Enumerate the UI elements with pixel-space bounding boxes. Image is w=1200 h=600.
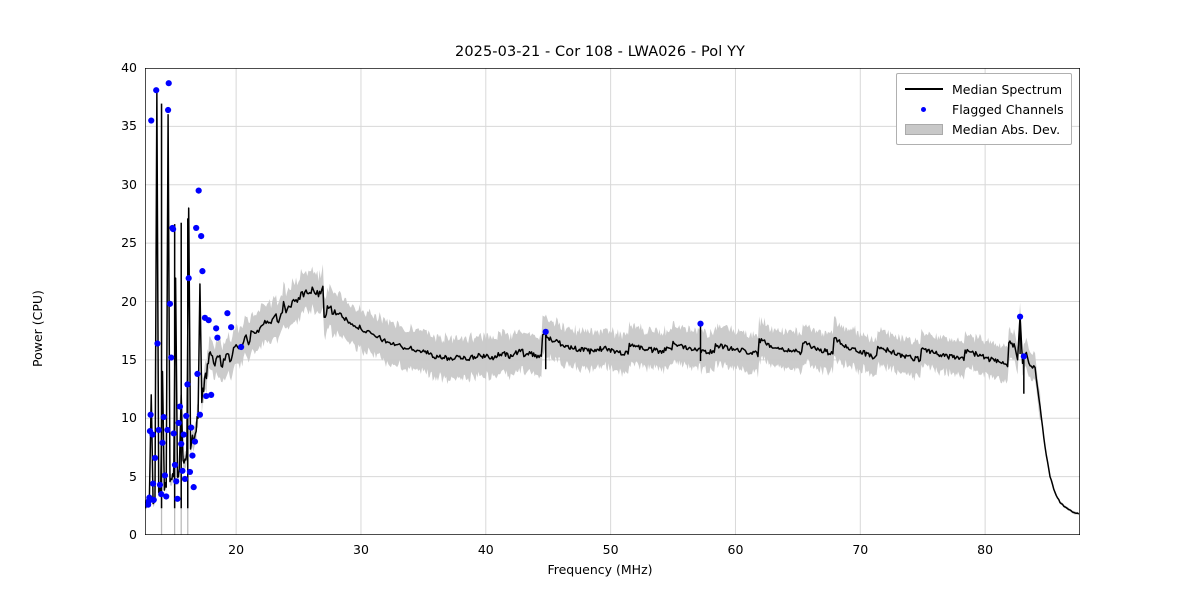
legend-label-flagged-channels: Flagged Channels <box>952 101 1064 117</box>
y-tick-label: 20 <box>121 293 137 309</box>
x-tick-label: 20 <box>228 542 245 557</box>
flagged-channel-point <box>203 392 210 400</box>
flagged-channel-point <box>158 491 165 498</box>
flagged-channel-point <box>163 493 170 500</box>
flagged-channel-stems <box>544 316 1025 394</box>
plot-area <box>145 68 1080 535</box>
flagged-channel-point <box>224 310 231 317</box>
flagged-channel-point <box>176 403 184 410</box>
flagged-channel-point <box>166 300 174 307</box>
flagged-channel-point <box>193 224 200 232</box>
flagged-channel-point <box>181 475 189 483</box>
legend-label-median-abs-dev: Median Abs. Dev. <box>952 121 1061 137</box>
flagged-channel-markers <box>145 80 1027 508</box>
x-tick-label: 50 <box>602 542 619 557</box>
flagged-channel-point <box>147 411 154 418</box>
y-tick-label: 25 <box>121 235 137 251</box>
flagged-channel-point <box>174 495 181 502</box>
flagged-channel-point <box>205 317 212 324</box>
flagged-channel-point <box>150 496 157 504</box>
x-tick-label: 40 <box>477 542 494 557</box>
line-icon <box>903 81 945 97</box>
flagged-channel-point <box>186 468 194 476</box>
flagged-channel-point <box>238 343 245 351</box>
flagged-channel-point <box>213 325 220 332</box>
y-axis-label: Power (CPU) <box>30 290 45 367</box>
flagged-channel-point <box>170 430 177 437</box>
y-tick-label: 5 <box>129 468 137 484</box>
flagged-channel-point <box>161 472 169 479</box>
flagged-channel-point <box>196 411 204 418</box>
flagged-channel-point <box>1020 353 1027 360</box>
x-axis-label: Frequency (MHz) <box>547 562 653 577</box>
legend-box: Median Spectrum Flagged Channels Median … <box>896 73 1072 145</box>
legend-item-median-spectrum: Median Spectrum <box>903 79 1065 99</box>
flagged-channel-point <box>184 381 191 388</box>
x-tick-label: 70 <box>852 542 869 557</box>
flagged-channel-point <box>159 439 166 446</box>
flagged-channel-point <box>194 370 201 377</box>
flagged-channel-point <box>1016 313 1024 320</box>
flagged-channel-point <box>160 413 167 421</box>
flagged-channel-point <box>169 226 177 233</box>
flagged-channel-point <box>191 438 199 445</box>
flagged-channel-point <box>164 106 172 114</box>
legend-label-median-spectrum: Median Spectrum <box>952 81 1063 97</box>
y-tick-label: 35 <box>121 118 137 134</box>
flagged-channel-point <box>208 391 215 398</box>
flagged-channel-point <box>185 275 192 282</box>
flagged-channel-point <box>171 461 179 469</box>
flagged-channel-point <box>164 426 171 434</box>
flagged-channel-point <box>173 478 180 485</box>
flagged-channel-point <box>697 320 704 327</box>
flagged-channel-point <box>188 424 195 431</box>
flagged-channel-point <box>178 440 185 448</box>
flagged-channel-point <box>198 233 205 240</box>
flagged-channel-point <box>149 431 156 438</box>
flagged-channel-point <box>183 412 190 420</box>
flagged-channel-point <box>175 419 182 427</box>
spectrum-plot <box>145 68 1080 535</box>
y-tick-label: 40 <box>121 60 137 75</box>
page-title: 2025-03-21 - Cor 108 - LWA026 - Pol YY <box>455 44 745 60</box>
patch-icon <box>903 121 945 137</box>
flagged-channel-point <box>179 467 186 474</box>
flagged-channel-point <box>214 334 221 341</box>
y-tick-label: 30 <box>121 176 137 192</box>
x-tick-label: 80 <box>977 542 994 557</box>
legend-item-median-abs-dev: Median Abs. Dev. <box>903 119 1065 139</box>
flagged-channel-point <box>151 454 159 462</box>
flagged-channel-point <box>228 324 235 331</box>
median-spectrum-line <box>145 90 1080 515</box>
flagged-channel-point <box>168 354 175 361</box>
flagged-channel-point <box>154 340 161 347</box>
flagged-channel-point <box>150 480 157 487</box>
flagged-channel-point <box>199 268 206 275</box>
y-tick-label: 15 <box>121 351 137 367</box>
flagged-channel-point <box>148 117 155 124</box>
flagged-channel-point <box>180 431 187 438</box>
flagged-channel-point <box>189 452 196 459</box>
y-tick-label: 0 <box>129 527 137 542</box>
legend-item-flagged-channels: Flagged Channels <box>903 99 1065 119</box>
x-tick-label: 30 <box>353 542 369 557</box>
x-tick-label: 60 <box>727 542 744 557</box>
y-tick-label: 10 <box>121 410 137 426</box>
flagged-channel-point <box>195 187 202 194</box>
flagged-channel-point <box>155 426 162 434</box>
flagged-channel-point <box>156 481 164 488</box>
dot-icon <box>903 101 945 117</box>
flagged-channel-point <box>190 484 197 491</box>
flagged-channel-point <box>153 87 160 94</box>
flagged-channel-point <box>165 80 172 87</box>
flagged-channel-point <box>542 328 549 335</box>
